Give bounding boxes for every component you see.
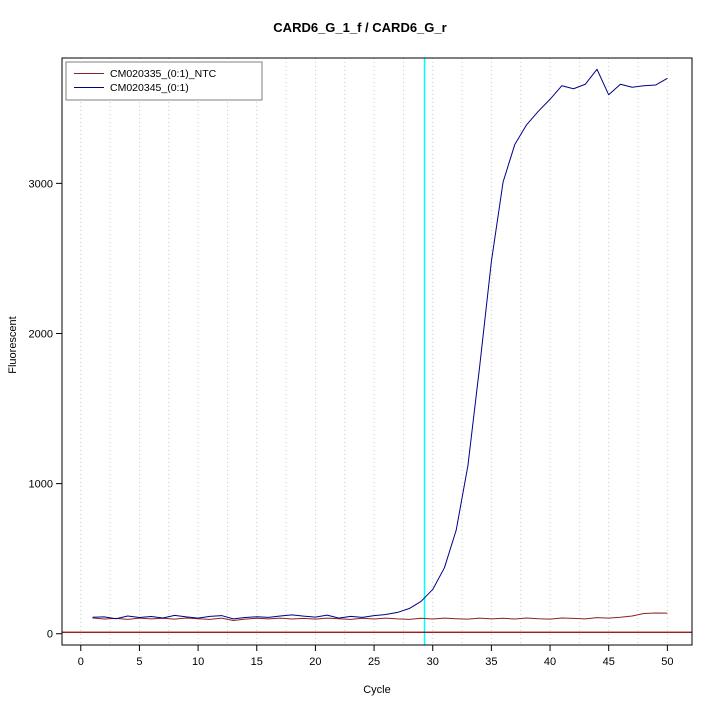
x-tick-label: 0 bbox=[78, 656, 84, 668]
plot-border bbox=[61, 57, 693, 646]
series-line-1 bbox=[92, 68, 668, 620]
legend-label: CM020345_(0:1) bbox=[110, 82, 189, 94]
y-tick-label: 1000 bbox=[29, 479, 53, 491]
x-tick-label: 10 bbox=[192, 656, 204, 668]
y-tick-label: 0 bbox=[47, 629, 53, 641]
x-tick-label: 15 bbox=[251, 656, 263, 668]
x-tick-label: 25 bbox=[368, 656, 380, 668]
x-tick-label: 50 bbox=[661, 656, 673, 668]
x-tick-label: 45 bbox=[603, 656, 615, 668]
x-tick-label: 35 bbox=[485, 656, 497, 668]
legend-label: CM020335_(0:1)_NTC bbox=[110, 68, 217, 80]
legend-box bbox=[65, 61, 263, 101]
x-tick-label: 30 bbox=[427, 656, 439, 668]
y-tick-label: 3000 bbox=[29, 178, 53, 190]
series-line-0 bbox=[92, 612, 668, 622]
x-tick-label: 40 bbox=[544, 656, 556, 668]
chart-title: CARD6_G_1_f / CARD6_G_r bbox=[273, 20, 447, 35]
x-tick-label: 5 bbox=[136, 656, 142, 668]
y-tick-label: 2000 bbox=[29, 328, 53, 340]
x-tick-label: 20 bbox=[309, 656, 321, 668]
x-axis-label: Cycle bbox=[363, 684, 391, 696]
